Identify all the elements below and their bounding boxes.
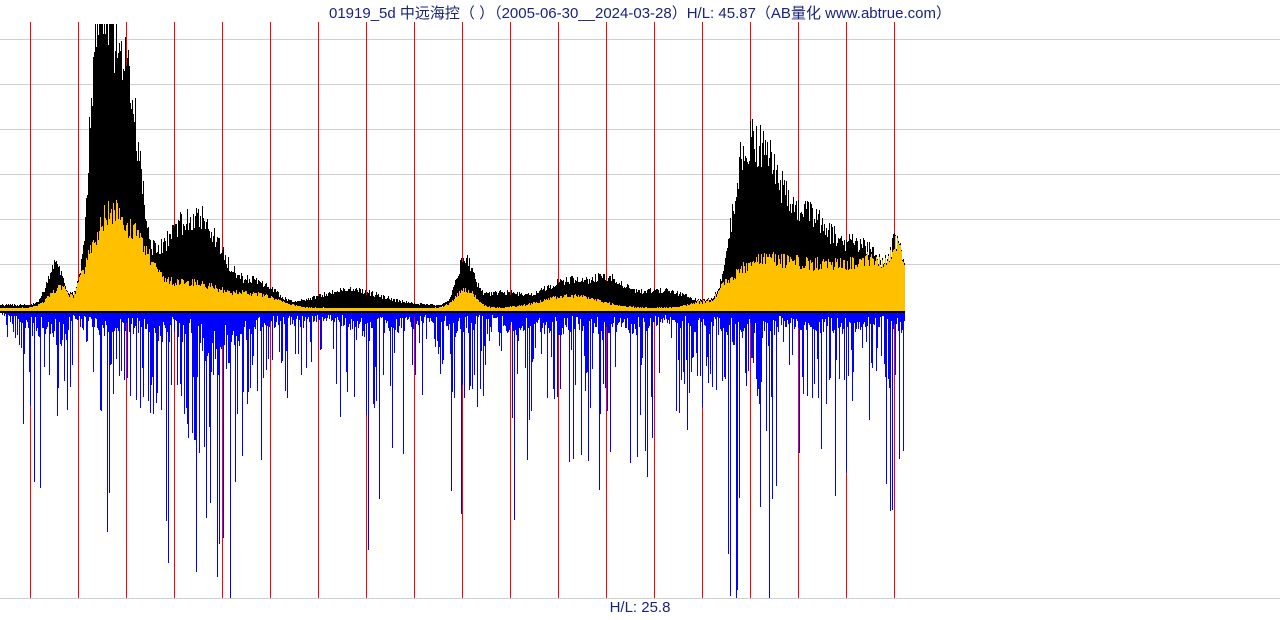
baseline (0, 311, 905, 313)
data-series (0, 22, 905, 598)
chart-title: 01919_5d 中远海控（ ）（2005-06-30__2024-03-28）… (0, 2, 1280, 23)
chart-area (0, 22, 1280, 598)
chart-footer: H/L: 25.8 (0, 599, 1280, 616)
